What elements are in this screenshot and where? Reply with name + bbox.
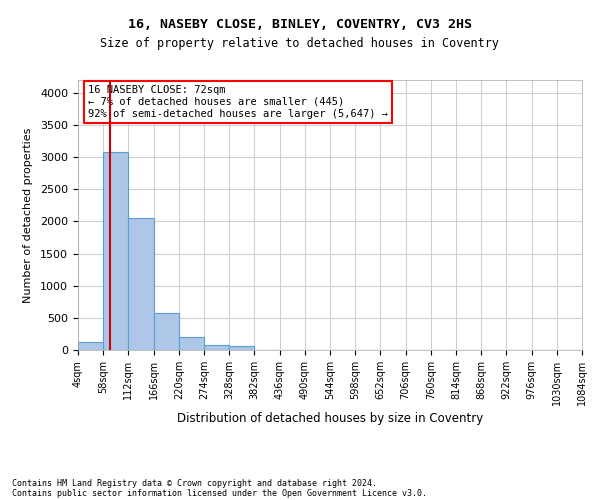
Bar — [128, 218, 154, 350]
Text: Size of property relative to detached houses in Coventry: Size of property relative to detached ho… — [101, 38, 499, 51]
Y-axis label: Number of detached properties: Number of detached properties — [23, 128, 33, 302]
Text: Contains HM Land Registry data © Crown copyright and database right 2024.: Contains HM Land Registry data © Crown c… — [12, 478, 377, 488]
Text: 16, NASEBY CLOSE, BINLEY, COVENTRY, CV3 2HS: 16, NASEBY CLOSE, BINLEY, COVENTRY, CV3 … — [128, 18, 472, 30]
Bar — [78, 342, 103, 350]
Text: Contains public sector information licensed under the Open Government Licence v3: Contains public sector information licen… — [12, 488, 427, 498]
Bar — [179, 336, 204, 350]
Bar — [229, 346, 254, 350]
Bar — [154, 314, 179, 350]
Bar — [204, 345, 229, 350]
Bar — [103, 152, 128, 350]
Text: 16 NASEBY CLOSE: 72sqm
← 7% of detached houses are smaller (445)
92% of semi-det: 16 NASEBY CLOSE: 72sqm ← 7% of detached … — [88, 86, 388, 118]
X-axis label: Distribution of detached houses by size in Coventry: Distribution of detached houses by size … — [177, 412, 483, 425]
